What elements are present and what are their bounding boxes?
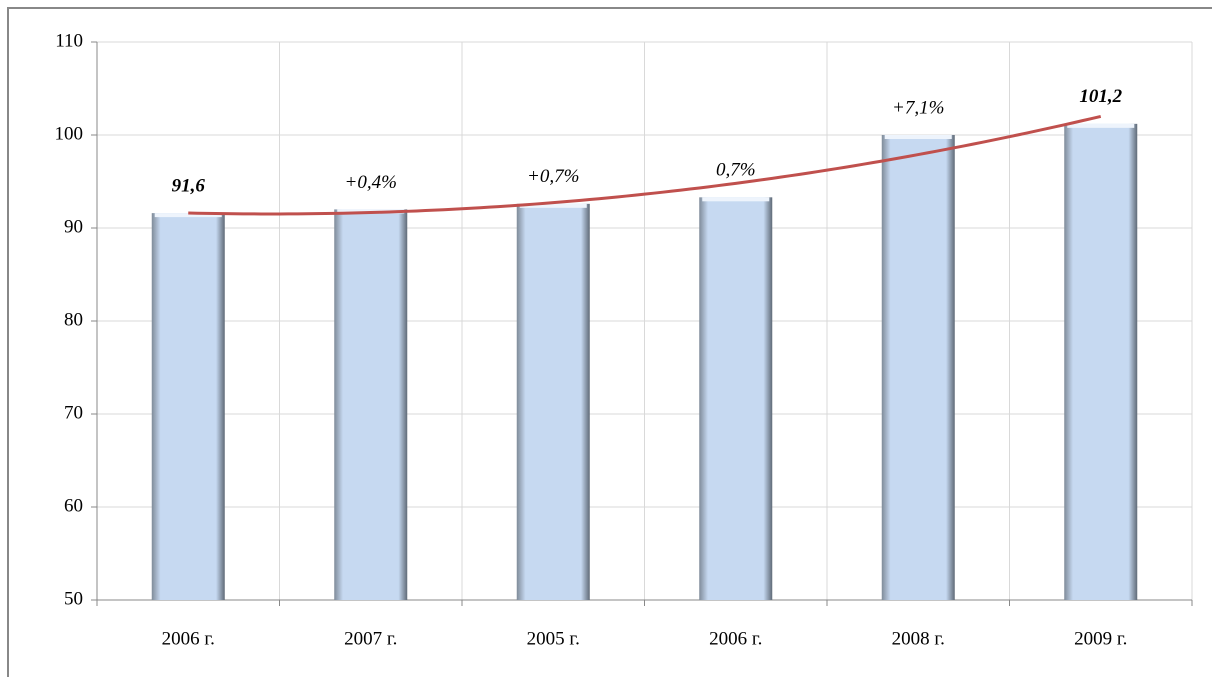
bar-top xyxy=(519,203,587,208)
trendline xyxy=(188,114,1102,216)
x-tick-label: 2006 г. xyxy=(709,628,762,649)
y-tick-label: 50 xyxy=(64,588,83,609)
annotation: 0,7% xyxy=(716,160,756,181)
y-tick-label: 100 xyxy=(55,123,84,144)
y-tick-label: 110 xyxy=(55,30,83,51)
annotation: +7,1% xyxy=(892,97,944,118)
annotation: +0,4% xyxy=(345,172,397,193)
bar xyxy=(699,197,773,600)
x-tick-label: 2005 г. xyxy=(527,628,580,649)
annotation: 101,2 xyxy=(1079,86,1122,107)
y-tick-label: 70 xyxy=(64,402,83,423)
x-tick-label: 2007 г. xyxy=(344,628,397,649)
bar xyxy=(334,209,408,600)
annotation: 91,6 xyxy=(172,175,206,196)
bar-top xyxy=(702,197,770,202)
bar xyxy=(151,213,225,600)
bar-top xyxy=(154,213,222,218)
bar xyxy=(516,203,590,600)
y-tick-label: 90 xyxy=(64,216,83,237)
x-tick-label: 2009 г. xyxy=(1074,628,1127,649)
y-tick-label: 60 xyxy=(64,495,83,516)
chart-frame xyxy=(7,7,1212,677)
bar xyxy=(881,135,955,600)
bar xyxy=(1064,123,1138,600)
annotation: +0,7% xyxy=(527,166,579,187)
y-tick-label: 80 xyxy=(64,309,83,330)
bar-top xyxy=(884,135,952,139)
bar-top xyxy=(1067,123,1135,128)
x-tick-label: 2006 г. xyxy=(162,628,215,649)
x-tick-label: 2008 г. xyxy=(892,628,945,649)
